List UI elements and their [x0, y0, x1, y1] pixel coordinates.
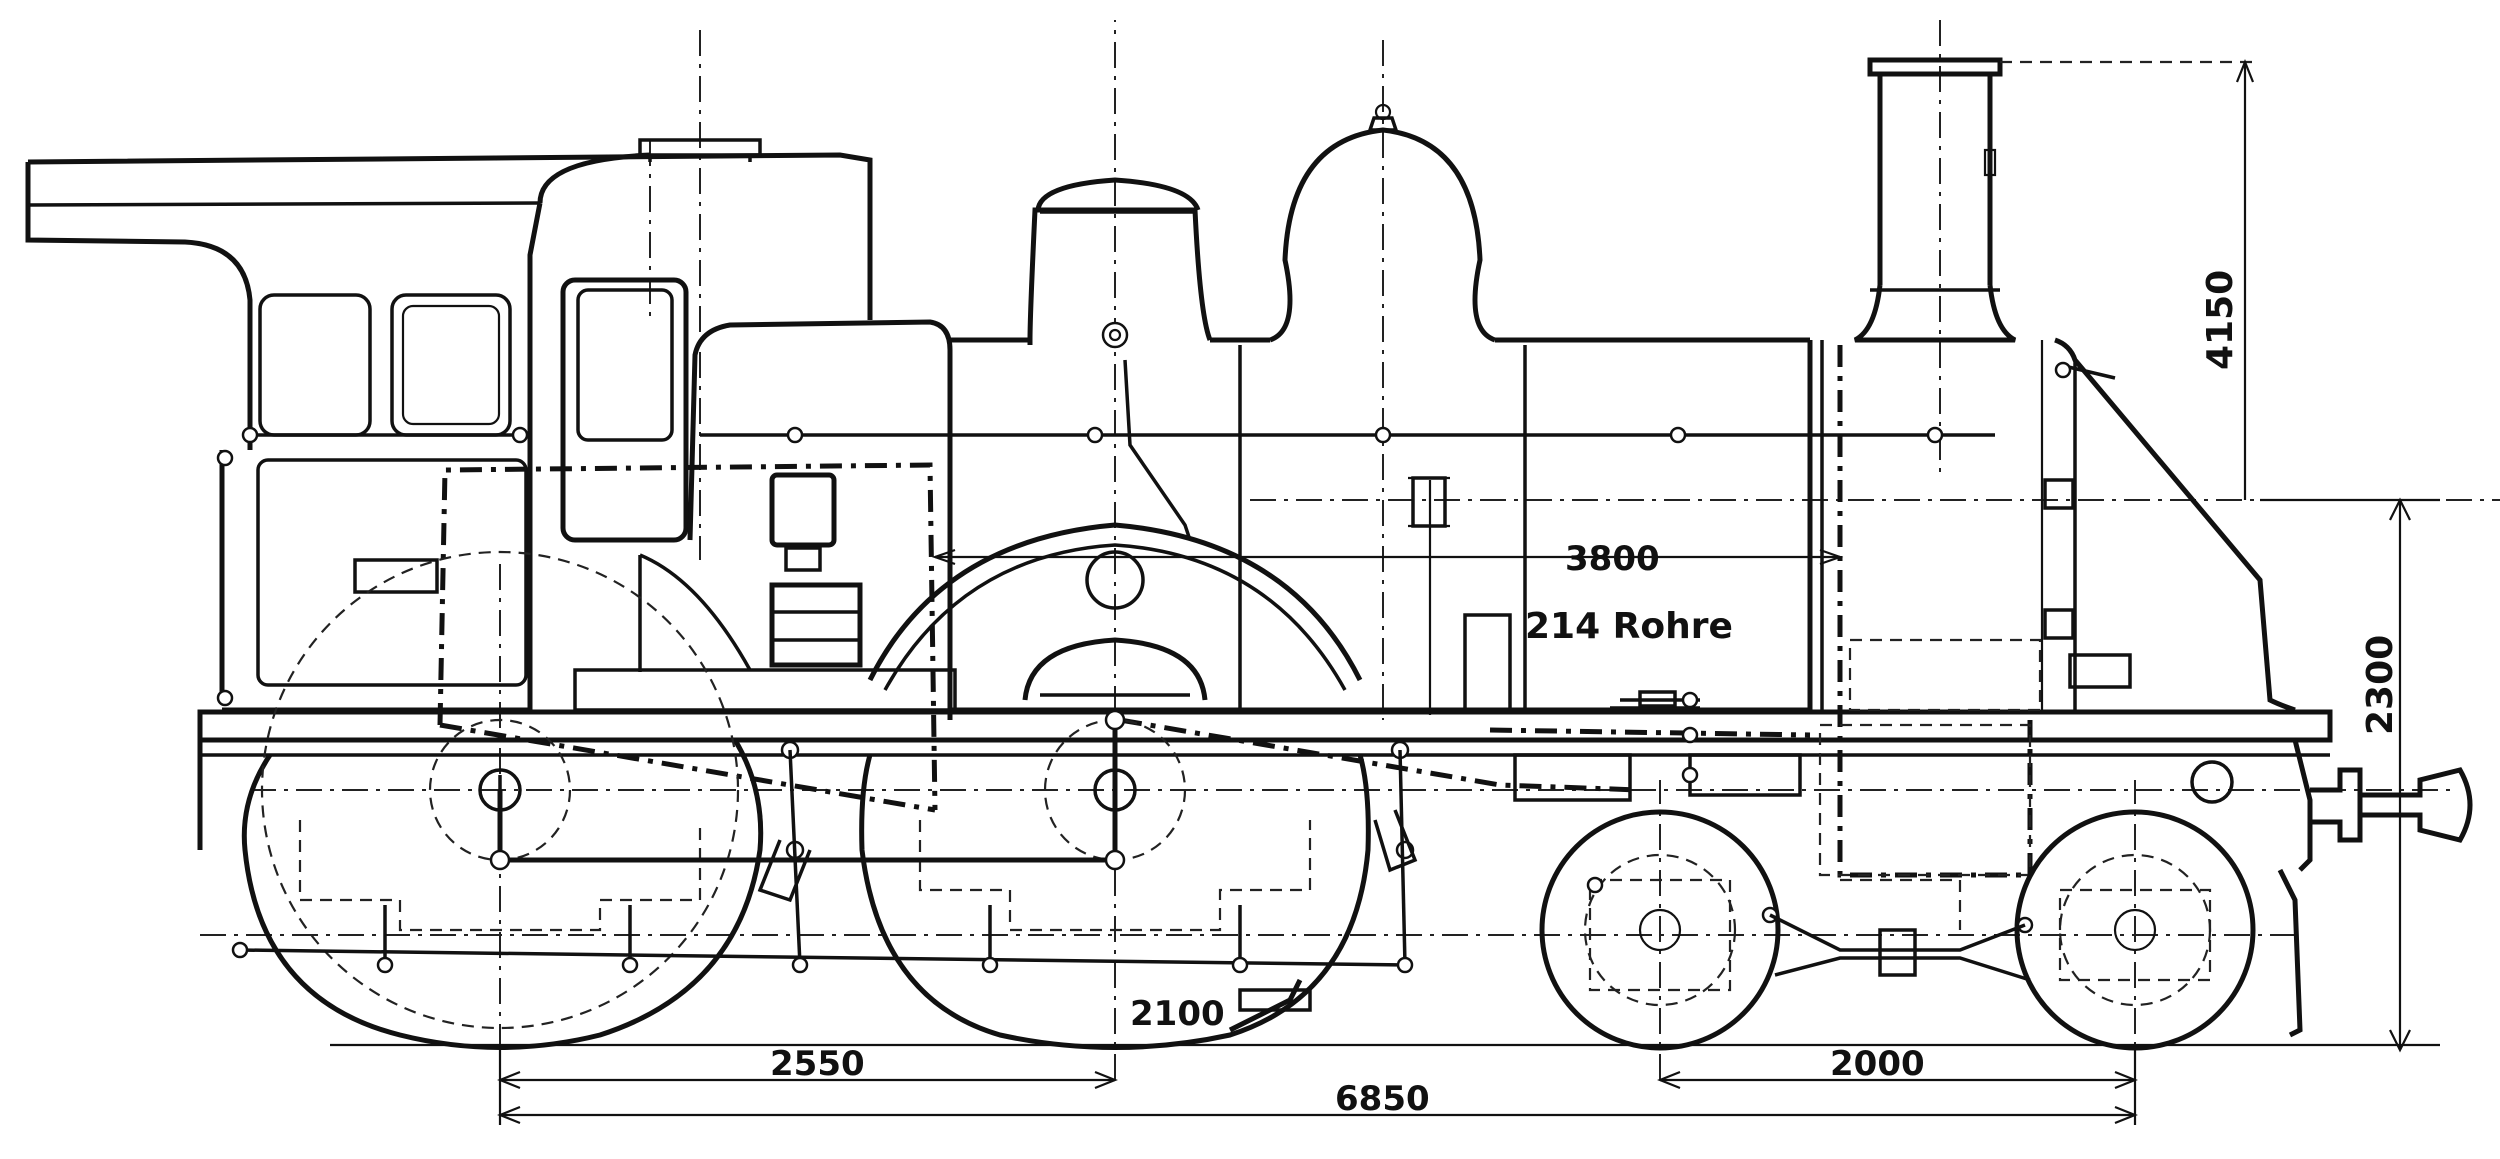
bogie-front-wheel — [2014, 809, 2256, 1051]
chimney — [1853, 57, 2017, 343]
label-boiler-center-height: 2300 — [2360, 635, 2401, 735]
rods — [231, 709, 1418, 974]
bogie-rear-wheel — [1539, 809, 1781, 1051]
label-overall-height: 4150 — [2200, 270, 2241, 370]
label-tube-count: 214 Rohre — [1525, 606, 1733, 647]
bogie-frame — [1769, 878, 2031, 982]
frame — [197, 709, 2473, 1038]
sand-dome — [1268, 103, 1497, 343]
label-tube-length: 3800 — [1565, 539, 1660, 579]
steam-dome — [1027, 177, 1213, 349]
label-total-wheelbase: 6850 — [1335, 1079, 1430, 1119]
label-driving-wheel-diameter: 2100 — [1130, 994, 1225, 1034]
cab — [25, 152, 873, 713]
feed-pump — [769, 472, 863, 668]
label-bogie-wheelbase: 2000 — [1830, 1044, 1925, 1084]
smokebox — [2040, 337, 2296, 713]
dimension-lines — [330, 59, 2440, 1125]
label-coupled-wheelbase: 2550 — [770, 1044, 865, 1084]
rear-driving-wheel — [241, 550, 764, 1050]
hidden-outlines — [437, 345, 2042, 878]
